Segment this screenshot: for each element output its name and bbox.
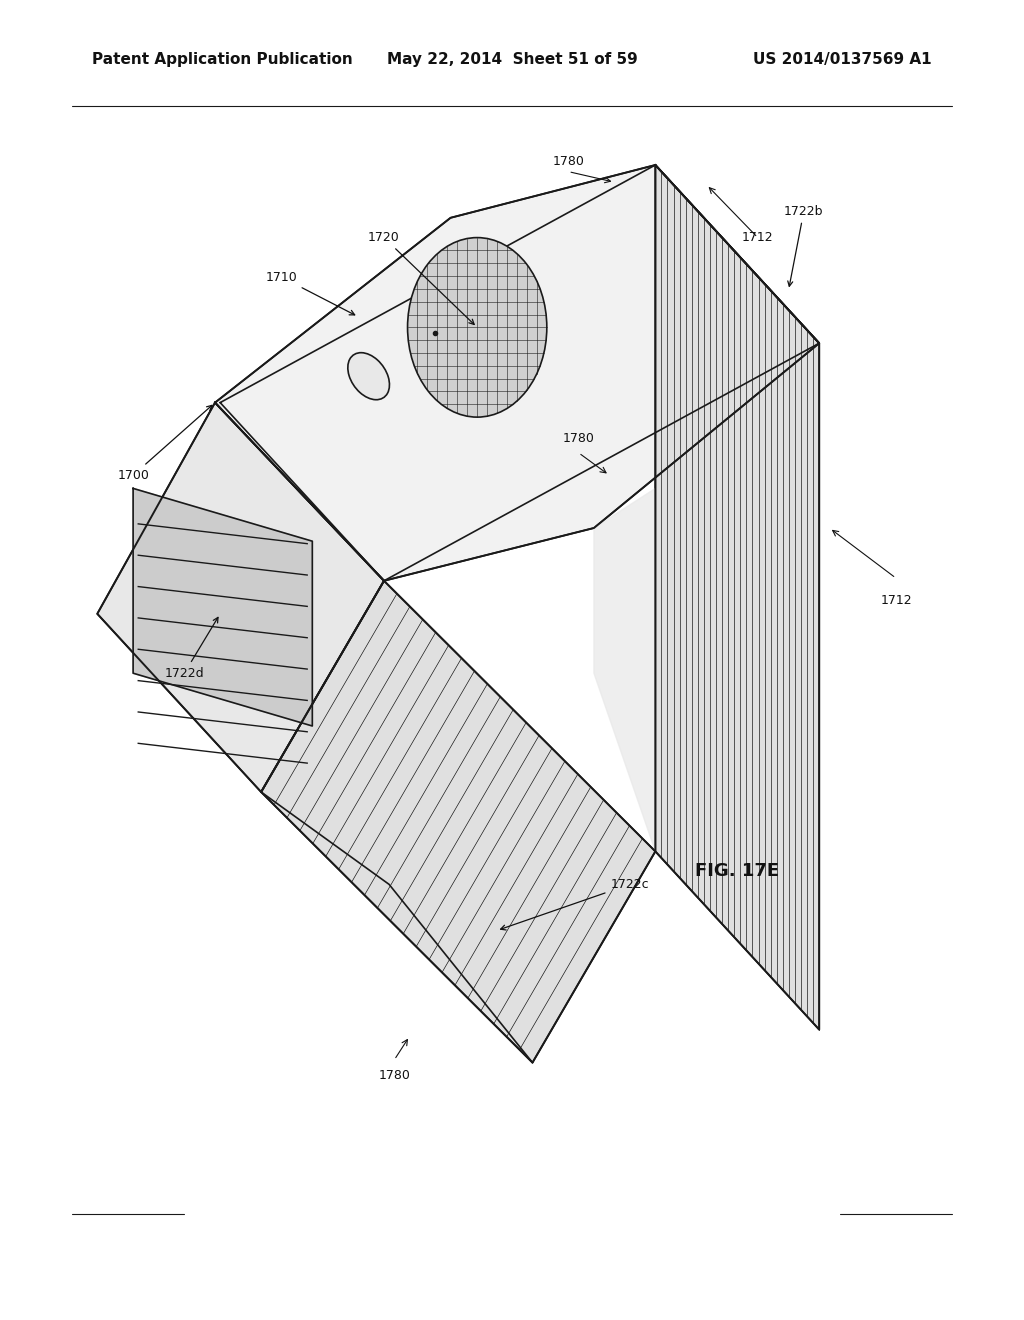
Text: 1780: 1780 <box>552 154 585 168</box>
Polygon shape <box>215 165 819 581</box>
Text: 1722b: 1722b <box>784 205 823 286</box>
Text: 1722c: 1722c <box>501 878 649 931</box>
Text: US 2014/0137569 A1: US 2014/0137569 A1 <box>754 51 932 67</box>
Text: Patent Application Publication: Patent Application Publication <box>92 51 353 67</box>
Polygon shape <box>655 165 819 1030</box>
Polygon shape <box>220 165 819 581</box>
Polygon shape <box>133 488 312 726</box>
Text: 1722d: 1722d <box>165 618 218 680</box>
Text: 1700: 1700 <box>117 405 212 482</box>
Polygon shape <box>261 581 655 1063</box>
Ellipse shape <box>348 352 389 400</box>
Text: 1712: 1712 <box>742 231 773 244</box>
Text: FIG. 17E: FIG. 17E <box>695 862 779 880</box>
Polygon shape <box>594 488 655 851</box>
Text: May 22, 2014  Sheet 51 of 59: May 22, 2014 Sheet 51 of 59 <box>387 51 637 67</box>
Text: 1780: 1780 <box>562 432 595 445</box>
Text: 1710: 1710 <box>265 271 354 315</box>
Polygon shape <box>97 403 384 792</box>
Text: 1720: 1720 <box>368 231 474 325</box>
Text: 1780: 1780 <box>378 1069 411 1082</box>
Circle shape <box>408 238 547 417</box>
Text: 1712: 1712 <box>881 594 911 607</box>
